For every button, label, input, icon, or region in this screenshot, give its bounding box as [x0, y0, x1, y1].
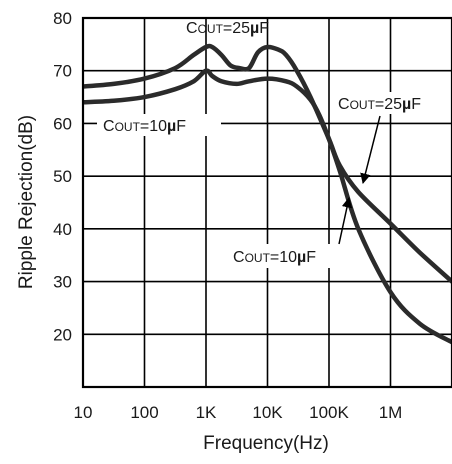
y-tick-label: 20	[53, 325, 72, 344]
y-tick-label: 60	[53, 114, 72, 133]
x-tick-label: 1M	[379, 403, 403, 422]
annotation-bg-10uF-bottom	[228, 244, 346, 268]
y-axis-title: Ripple Rejection(dB)	[16, 115, 37, 289]
series-line-cout-25uF	[83, 43, 452, 284]
y-tick-labels: 20 30 40 50 60 70 80	[53, 9, 72, 344]
annotation-cout-10uF-bottom: COUT=10µF	[233, 249, 316, 266]
x-tick-label: 1K	[196, 403, 217, 422]
series-layer	[83, 43, 452, 345]
y-tick-label: 80	[53, 9, 72, 28]
annotation-cout-10uF-left: COUT=10µF	[103, 118, 186, 135]
y-tick-label: 40	[53, 220, 72, 239]
x-tick-label: 100K	[309, 403, 349, 422]
y-tick-label: 30	[53, 273, 72, 292]
annotation-bg-25uF-right	[333, 92, 448, 114]
x-tick-label: 10	[74, 403, 93, 422]
grid	[83, 18, 452, 387]
arrow-10uF	[338, 196, 353, 245]
annotation-cout-25uF-right: COUT=25µF	[338, 96, 421, 113]
x-tick-label: 10K	[252, 403, 283, 422]
y-tick-label: 50	[53, 167, 72, 186]
x-axis-title: Frequency(Hz)	[203, 433, 329, 454]
annotation-bg-10uF-left	[97, 114, 221, 136]
x-tick-label: 100	[130, 403, 158, 422]
y-tick-label: 70	[53, 62, 72, 81]
arrow-25uF	[360, 115, 381, 185]
plot-frame	[81, 16, 452, 389]
x-tick-labels: 10 100 1K 10K 100K 1M	[74, 403, 403, 422]
annotation-cout-25uF-top: COUT=25µF	[186, 20, 269, 37]
series-line-cout-10uF	[83, 68, 452, 345]
